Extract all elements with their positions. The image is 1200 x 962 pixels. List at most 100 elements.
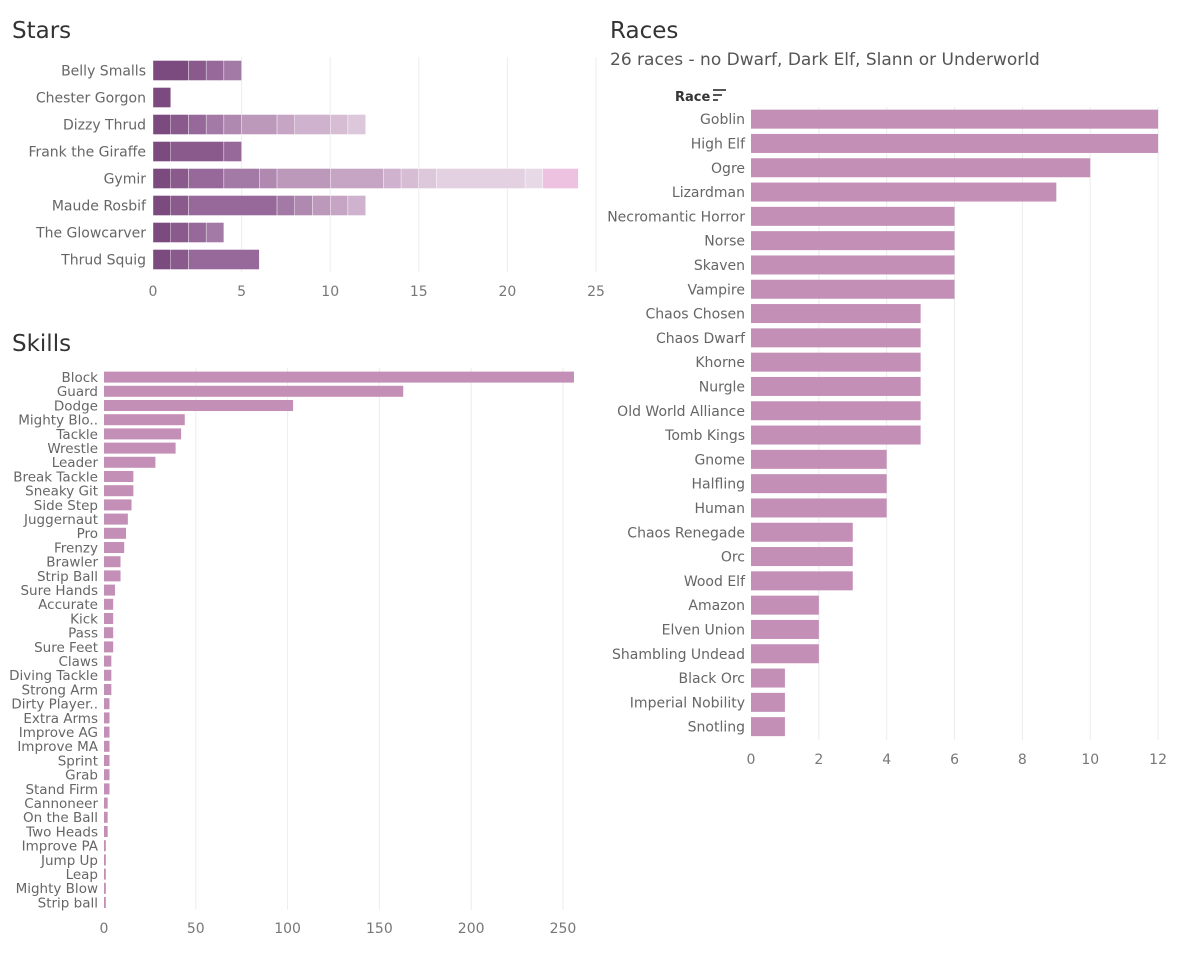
stars-bar-segment[interactable]: [259, 168, 278, 189]
skills-bar[interactable]: [104, 371, 574, 383]
skills-bar[interactable]: [104, 456, 156, 468]
skills-bar[interactable]: [104, 882, 106, 894]
stars-bar-segment[interactable]: [152, 87, 171, 108]
stars-bar-segment[interactable]: [170, 195, 189, 216]
stars-bar-segment[interactable]: [542, 168, 579, 189]
stars-bar-segment[interactable]: [188, 168, 225, 189]
skills-bar[interactable]: [104, 442, 176, 454]
skills-bar[interactable]: [104, 556, 121, 568]
stars-bar-segment[interactable]: [152, 195, 171, 216]
stars-bar-segment[interactable]: [294, 195, 313, 216]
skills-bar[interactable]: [104, 613, 114, 624]
stars-bar-segment[interactable]: [205, 114, 225, 135]
races-bar[interactable]: [751, 522, 853, 542]
stars-bar-segment[interactable]: [223, 114, 242, 135]
stars-bar-segment[interactable]: [152, 60, 189, 81]
stars-bar-segment[interactable]: [188, 222, 207, 243]
skills-bar[interactable]: [104, 854, 106, 866]
skills-bar[interactable]: [104, 570, 121, 582]
races-bar[interactable]: [751, 425, 921, 445]
stars-bar-segment[interactable]: [170, 141, 225, 162]
stars-bar-segment[interactable]: [188, 249, 260, 270]
races-bar[interactable]: [751, 158, 1091, 178]
skills-bar[interactable]: [104, 811, 108, 823]
races-bar[interactable]: [751, 498, 887, 518]
races-bar[interactable]: [751, 304, 921, 324]
races-bar[interactable]: [751, 255, 955, 275]
skills-bar[interactable]: [104, 669, 112, 681]
races-bar[interactable]: [751, 328, 921, 348]
races-sort-header[interactable]: Race: [675, 89, 726, 105]
races-bar[interactable]: [751, 279, 955, 299]
stars-bar-segment[interactable]: [347, 195, 366, 216]
skills-bar[interactable]: [104, 783, 110, 795]
stars-bar-segment[interactable]: [294, 114, 331, 135]
stars-bar-segment[interactable]: [188, 60, 207, 81]
skills-bar[interactable]: [104, 897, 106, 908]
races-bar[interactable]: [751, 231, 955, 251]
stars-bar-segment[interactable]: [152, 222, 171, 243]
skills-bar[interactable]: [104, 655, 112, 667]
stars-bar-segment[interactable]: [436, 168, 526, 189]
stars-bar-segment[interactable]: [330, 168, 384, 189]
stars-bar-segment[interactable]: [170, 222, 189, 243]
stars-bar-segment[interactable]: [152, 114, 171, 135]
stars-bar-segment[interactable]: [223, 60, 242, 81]
stars-bar-segment[interactable]: [312, 195, 331, 216]
stars-bar-segment[interactable]: [347, 114, 366, 135]
skills-bar[interactable]: [104, 584, 116, 596]
races-bar[interactable]: [751, 668, 785, 688]
skills-bar[interactable]: [104, 726, 110, 738]
races-bar[interactable]: [751, 595, 819, 615]
stars-bar-segment[interactable]: [276, 195, 295, 216]
races-bar[interactable]: [751, 133, 1159, 153]
skills-bar[interactable]: [104, 698, 110, 710]
skills-bar[interactable]: [104, 471, 134, 482]
races-bar[interactable]: [751, 571, 853, 591]
skills-bar[interactable]: [104, 485, 134, 497]
stars-bar-segment[interactable]: [188, 195, 278, 216]
stars-bar-segment[interactable]: [418, 168, 437, 189]
skills-bar[interactable]: [104, 414, 185, 426]
stars-bar-segment[interactable]: [330, 195, 349, 216]
skills-bar[interactable]: [104, 598, 114, 610]
stars-bar-segment[interactable]: [276, 114, 295, 135]
skills-bar[interactable]: [104, 400, 294, 411]
stars-bar-segment[interactable]: [170, 114, 189, 135]
skills-bar[interactable]: [104, 527, 127, 539]
skills-bar[interactable]: [104, 755, 110, 766]
skills-bar[interactable]: [104, 513, 128, 525]
stars-bar-segment[interactable]: [524, 168, 544, 189]
skills-bar[interactable]: [104, 627, 114, 639]
stars-bar-segment[interactable]: [205, 60, 225, 81]
skills-bar[interactable]: [104, 499, 132, 511]
races-bar[interactable]: [751, 182, 1057, 202]
stars-bar-segment[interactable]: [170, 168, 189, 189]
races-bar[interactable]: [751, 206, 955, 226]
races-bar[interactable]: [751, 692, 785, 712]
skills-bar[interactable]: [104, 428, 182, 440]
races-bar[interactable]: [751, 109, 1159, 129]
skills-bar[interactable]: [104, 740, 110, 752]
skills-bar[interactable]: [104, 826, 108, 837]
stars-bar-segment[interactable]: [383, 168, 402, 189]
races-bar[interactable]: [751, 619, 819, 639]
stars-bar-segment[interactable]: [223, 141, 242, 162]
races-bar[interactable]: [751, 644, 819, 664]
races-bar[interactable]: [751, 717, 785, 737]
skills-bar[interactable]: [104, 684, 112, 695]
skills-bar[interactable]: [104, 542, 125, 553]
sort-icon[interactable]: [713, 89, 726, 101]
skills-bar[interactable]: [104, 840, 106, 852]
stars-bar-segment[interactable]: [276, 168, 331, 189]
races-bar[interactable]: [751, 547, 853, 567]
skills-bar[interactable]: [104, 712, 110, 724]
stars-bar-segment[interactable]: [152, 168, 171, 189]
stars-bar-segment[interactable]: [188, 114, 207, 135]
stars-bar-segment[interactable]: [330, 114, 349, 135]
skills-bar[interactable]: [104, 797, 108, 809]
races-bar[interactable]: [751, 352, 921, 372]
races-bar[interactable]: [751, 449, 887, 469]
skills-bar[interactable]: [104, 641, 114, 653]
skills-bar[interactable]: [104, 385, 404, 397]
